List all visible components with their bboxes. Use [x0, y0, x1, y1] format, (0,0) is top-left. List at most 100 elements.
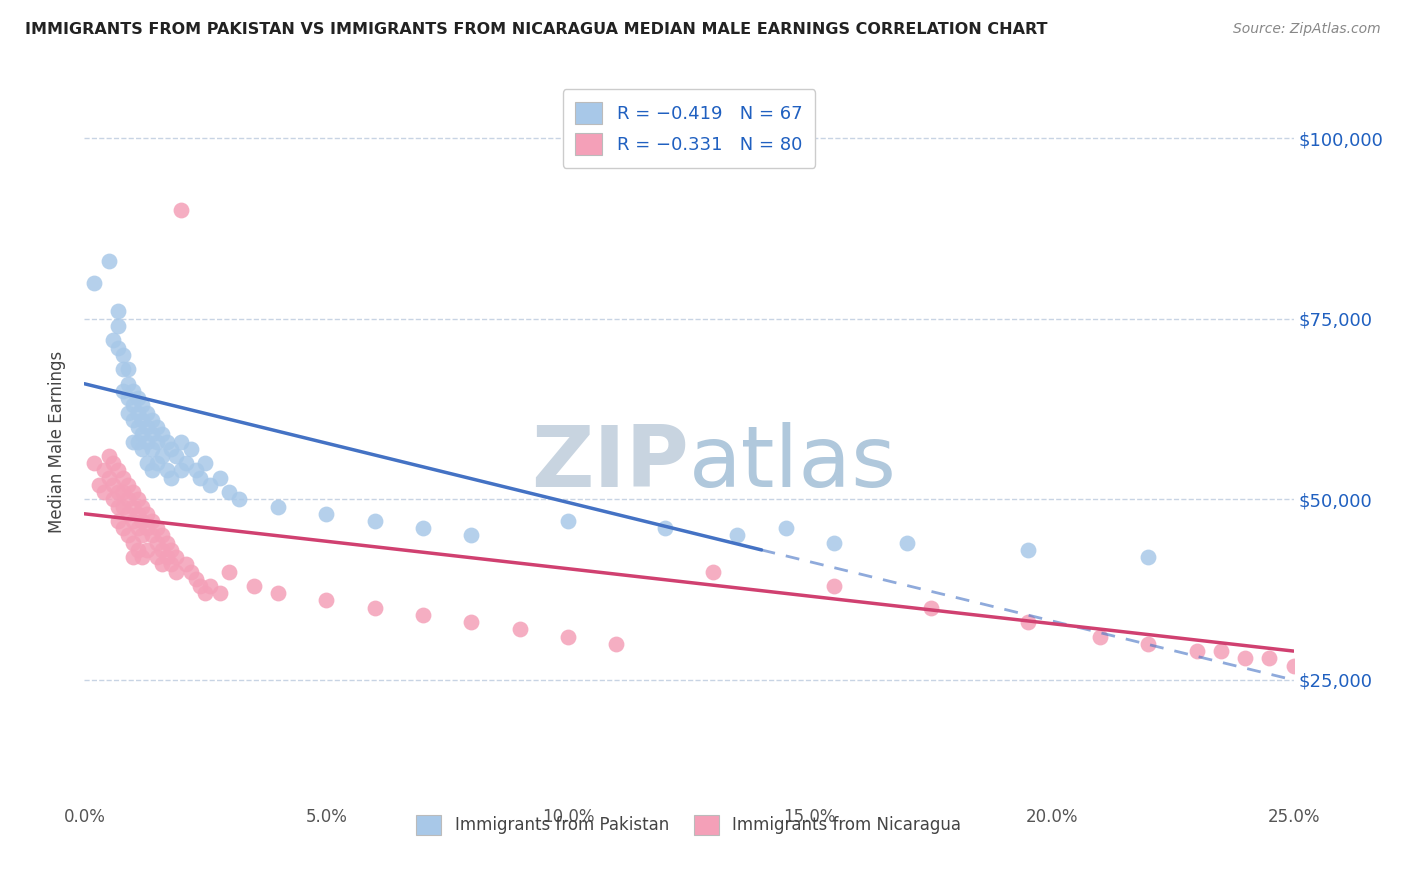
Point [131, 427, 153, 442]
Point [184, 463, 207, 477]
Point [242, 579, 264, 593]
Point [121, 500, 143, 514]
Point [117, 507, 139, 521]
Point [103, 492, 125, 507]
Point [1185, 644, 1208, 658]
Point [170, 463, 193, 477]
Point [97, 449, 120, 463]
Point [117, 492, 139, 507]
Point [198, 478, 221, 492]
Point [190, 579, 212, 593]
Point [112, 348, 135, 362]
Point [1234, 651, 1257, 665]
Point [1017, 615, 1039, 630]
Point [121, 413, 143, 427]
Point [155, 550, 177, 565]
Point [83, 456, 105, 470]
Point [160, 558, 183, 572]
Point [136, 542, 159, 557]
Point [160, 470, 183, 484]
Point [170, 203, 193, 218]
Point [605, 637, 627, 651]
Point [174, 456, 197, 470]
Point [87, 478, 110, 492]
Point [112, 485, 135, 500]
Point [121, 398, 143, 412]
Point [131, 442, 153, 456]
Point [1282, 658, 1305, 673]
Point [112, 500, 135, 514]
Point [412, 521, 434, 535]
Text: Source: ZipAtlas.com: Source: ZipAtlas.com [1233, 22, 1381, 37]
Point [509, 623, 531, 637]
Point [112, 384, 135, 398]
Point [141, 413, 163, 427]
Point [117, 391, 139, 405]
Point [557, 514, 579, 528]
Point [170, 434, 193, 449]
Point [165, 565, 187, 579]
Point [218, 485, 240, 500]
Point [131, 550, 153, 565]
Point [127, 521, 149, 535]
Point [107, 485, 129, 500]
Point [103, 334, 125, 348]
Point [557, 630, 579, 644]
Point [97, 470, 120, 484]
Point [103, 478, 125, 492]
Point [228, 492, 250, 507]
Point [194, 456, 217, 470]
Point [1137, 637, 1160, 651]
Point [165, 550, 187, 565]
Point [150, 558, 173, 572]
Point [146, 550, 169, 565]
Point [107, 304, 129, 318]
Point [775, 521, 797, 535]
Point [117, 478, 139, 492]
Point [107, 500, 129, 514]
Point [121, 434, 143, 449]
Point [121, 384, 143, 398]
Y-axis label: Median Male Earnings: Median Male Earnings [48, 351, 66, 533]
Point [190, 470, 212, 484]
Point [180, 565, 202, 579]
Point [460, 528, 482, 542]
Point [117, 528, 139, 542]
Text: atlas: atlas [689, 422, 897, 505]
Point [136, 507, 159, 521]
Point [150, 427, 173, 442]
Point [146, 434, 169, 449]
Point [121, 485, 143, 500]
Point [131, 528, 153, 542]
Point [702, 565, 724, 579]
Point [97, 253, 120, 268]
Point [121, 535, 143, 549]
Point [150, 542, 173, 557]
Point [131, 500, 153, 514]
Point [127, 492, 149, 507]
Point [127, 542, 149, 557]
Point [208, 586, 231, 600]
Point [267, 500, 290, 514]
Point [136, 406, 159, 420]
Point [180, 442, 202, 456]
Point [93, 485, 115, 500]
Point [725, 528, 748, 542]
Point [363, 514, 385, 528]
Point [155, 535, 177, 549]
Point [198, 579, 221, 593]
Point [896, 535, 918, 549]
Point [208, 470, 231, 484]
Point [141, 463, 163, 477]
Point [131, 514, 153, 528]
Point [155, 463, 177, 477]
Point [1088, 630, 1111, 644]
Point [127, 420, 149, 434]
Point [218, 565, 240, 579]
Point [160, 442, 183, 456]
Point [1017, 542, 1039, 557]
Point [117, 362, 139, 376]
Point [121, 514, 143, 528]
Point [127, 406, 149, 420]
Point [141, 528, 163, 542]
